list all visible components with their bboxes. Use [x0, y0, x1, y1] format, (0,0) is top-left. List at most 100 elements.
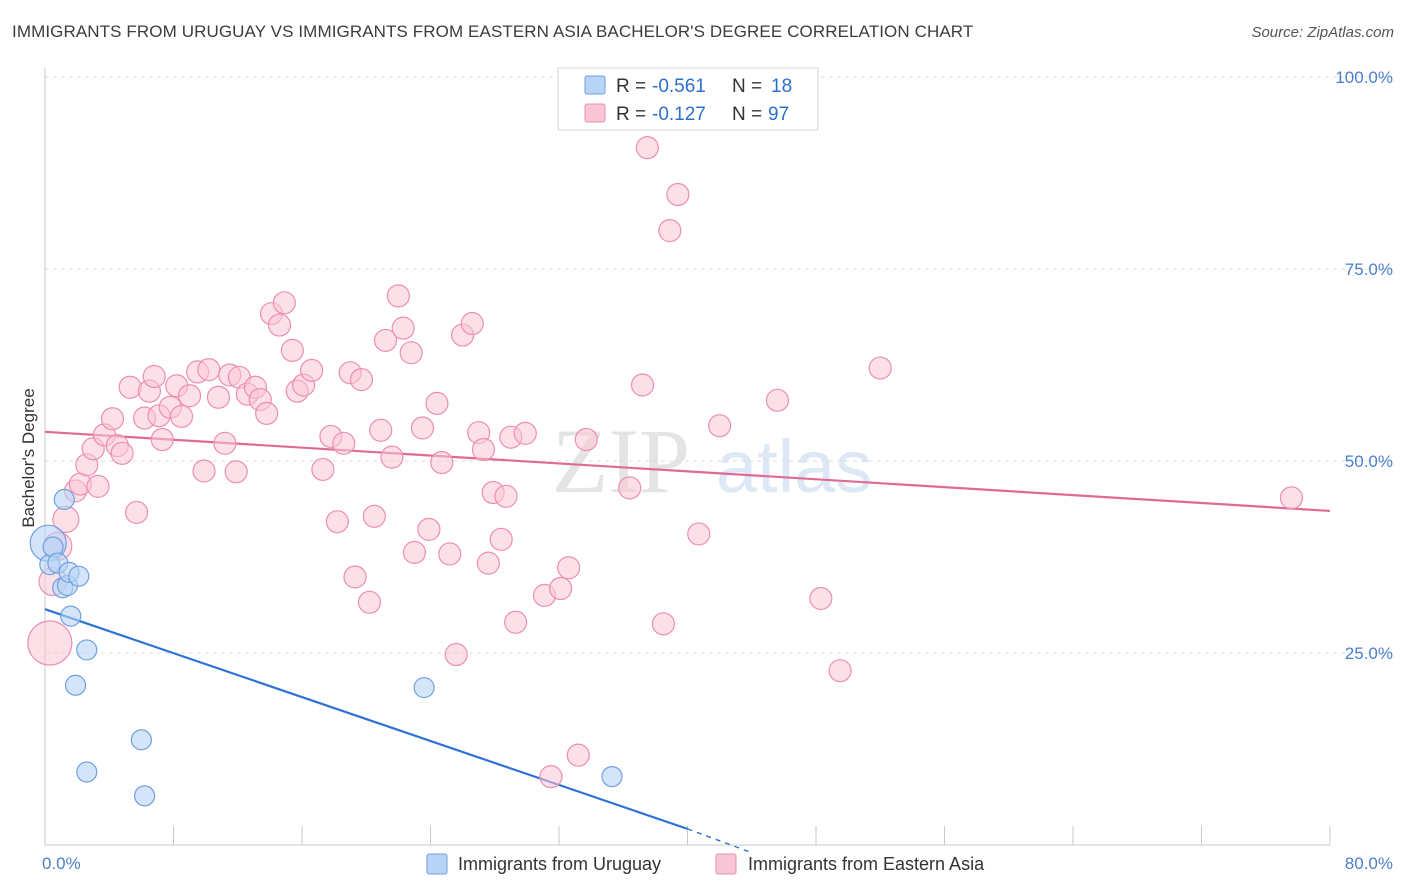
trend-lines — [44, 430, 1331, 854]
data-point-eastern-asia — [192, 459, 216, 483]
legend-n-value-eastern-asia: 97 — [768, 104, 789, 125]
legend-swatch-eastern-asia — [584, 103, 606, 123]
data-point-eastern-asia — [386, 284, 410, 308]
data-point-eastern-asia — [425, 391, 449, 415]
axes — [44, 68, 1331, 846]
data-point-eastern-asia — [118, 375, 142, 399]
data-point-eastern-asia — [343, 565, 367, 589]
data-point-uruguay — [133, 785, 156, 807]
data-point-eastern-asia — [430, 450, 454, 475]
chart-title: IMMIGRANTS FROM URUGUAY VS IMMIGRANTS FR… — [12, 22, 974, 41]
x-tick-label: 80.0% — [1345, 854, 1393, 873]
data-point-uruguay — [413, 676, 435, 699]
data-point-eastern-asia — [399, 341, 423, 365]
tick-labels: 25.0% 50.0% 75.0% 100.0% 0.0% 80.0% — [42, 68, 1393, 873]
source-label: Source: ZipAtlas.com — [1251, 24, 1394, 41]
data-point-eastern-asia — [635, 136, 659, 160]
data-point-eastern-asia — [272, 291, 296, 315]
data-point-eastern-asia — [280, 338, 304, 363]
x-tick-label: 0.0% — [42, 854, 81, 873]
y-axis-title: Bachelor's Degree — [19, 388, 38, 527]
data-point-eastern-asia — [110, 441, 134, 465]
legend-bottom-label-eastern-asia: Immigrants from Eastern Asia — [748, 854, 985, 874]
series-uruguay-points — [29, 488, 623, 807]
data-point-eastern-asia — [373, 328, 398, 353]
data-point-eastern-asia — [311, 457, 335, 482]
legend-n-value-uruguay: 18 — [771, 76, 792, 97]
data-point-eastern-asia — [255, 401, 279, 425]
trend-line-uruguay — [44, 608, 688, 830]
watermark-atlas: atlas — [716, 425, 872, 508]
data-point-eastern-asia — [618, 476, 642, 500]
data-point-eastern-asia — [566, 743, 590, 767]
data-point-eastern-asia — [471, 437, 496, 462]
data-point-eastern-asia — [362, 504, 386, 528]
legend-r-label-uruguay: R = — [616, 76, 646, 97]
data-point-eastern-asia — [150, 427, 174, 452]
data-point-eastern-asia — [369, 418, 393, 442]
legend-n-label-uruguay: N = — [732, 76, 762, 97]
data-point-eastern-asia — [325, 510, 349, 534]
data-point-eastern-asia — [357, 590, 382, 614]
data-point-eastern-asia — [809, 586, 833, 611]
data-point-eastern-asia — [197, 358, 221, 382]
data-point-eastern-asia — [494, 484, 518, 508]
data-point-uruguay — [601, 766, 623, 788]
data-point-eastern-asia — [687, 522, 711, 546]
data-point-eastern-asia — [410, 416, 435, 440]
trend-line-eastern-asia — [44, 430, 1331, 513]
data-point-eastern-asia — [438, 542, 462, 566]
legend-n-label-eastern-asia: N = — [732, 104, 762, 125]
data-point-eastern-asia — [169, 404, 194, 429]
data-point-uruguay — [76, 639, 98, 661]
legend-r-value-uruguay: -0.561 — [652, 76, 706, 97]
data-point-eastern-asia — [267, 313, 292, 337]
data-point-eastern-asia — [86, 474, 110, 498]
data-point-eastern-asia — [504, 610, 528, 634]
series-eastern-asia-points — [27, 136, 1304, 789]
y-tick-label: 50.0% — [1345, 452, 1393, 471]
data-point-eastern-asia — [539, 765, 563, 789]
data-point-eastern-asia — [666, 182, 690, 207]
data-point-eastern-asia — [476, 551, 500, 575]
y-tick-label: 100.0% — [1335, 68, 1393, 87]
legend-swatch-uruguay — [584, 75, 606, 95]
data-point-eastern-asia — [828, 659, 852, 683]
trend-line-uruguay-extension — [687, 828, 752, 854]
data-point-uruguay — [53, 488, 75, 510]
legend-bottom-swatch-eastern-asia — [715, 853, 737, 875]
data-point-eastern-asia — [444, 642, 468, 667]
data-point-eastern-asia — [765, 388, 790, 412]
data-point-eastern-asia — [460, 311, 484, 336]
y-tick-label: 25.0% — [1345, 644, 1393, 663]
data-point-eastern-asia — [417, 517, 441, 541]
legend-r-value-eastern-asia: -0.127 — [652, 104, 706, 125]
data-point-eastern-asia — [658, 219, 682, 243]
data-point-eastern-asia — [868, 356, 892, 380]
data-point-eastern-asia — [549, 576, 573, 601]
data-point-eastern-asia — [651, 612, 676, 636]
data-point-eastern-asia — [708, 414, 732, 438]
data-point-eastern-asia — [391, 316, 415, 340]
data-point-eastern-asia — [380, 445, 404, 469]
data-point-eastern-asia — [489, 527, 513, 551]
data-point-eastern-asia — [213, 431, 237, 455]
data-point-eastern-asia — [349, 367, 374, 392]
legend-bottom-swatch-uruguay — [426, 853, 448, 875]
data-point-eastern-asia — [557, 556, 581, 580]
data-point-eastern-asia — [100, 407, 125, 431]
y-tick-label: 75.0% — [1345, 260, 1393, 279]
data-point-eastern-asia — [224, 460, 248, 484]
legend-bottom: Immigrants from Uruguay Immigrants from … — [426, 853, 985, 875]
legend-bottom-label-uruguay: Immigrants from Uruguay — [458, 854, 661, 874]
legend-r-label-eastern-asia: R = — [616, 104, 646, 125]
data-point-eastern-asia — [630, 373, 655, 397]
data-point-uruguay — [60, 605, 82, 627]
data-point-eastern-asia — [574, 427, 598, 452]
data-point-uruguay — [64, 674, 87, 696]
data-point-eastern-asia — [142, 364, 166, 389]
legend-top: R = -0.561 N = 18 R = -0.127 N = 97 — [557, 67, 819, 131]
data-point-uruguay — [68, 565, 90, 587]
data-point-eastern-asia — [206, 385, 231, 409]
